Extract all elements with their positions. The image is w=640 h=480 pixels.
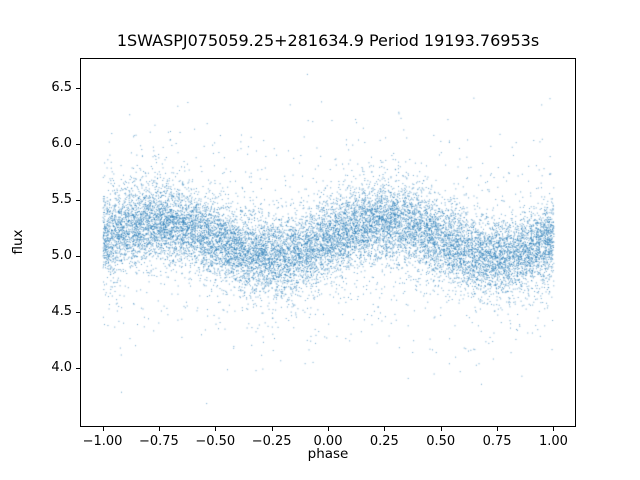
x-tick-label: 0.75 — [482, 434, 512, 449]
scatter-points-canvas — [80, 58, 576, 427]
x-tick-mark — [215, 427, 217, 431]
y-tick-mark — [76, 200, 80, 201]
x-tick-label: 0.00 — [313, 434, 343, 449]
x-tick-mark — [271, 427, 273, 431]
x-tick-label: 0.50 — [426, 434, 456, 449]
x-tick-mark — [158, 427, 160, 431]
x-tick-mark — [440, 427, 442, 431]
x-tick-mark — [328, 427, 329, 431]
x-tick-label: 1.00 — [538, 434, 568, 449]
x-tick-label: −0.50 — [195, 434, 236, 449]
x-tick-label: 0.25 — [369, 434, 399, 449]
y-tick-label: 6.5 — [51, 80, 72, 96]
x-tick-mark — [553, 427, 555, 431]
x-tick-label: −0.25 — [251, 434, 292, 449]
y-tick-mark — [76, 311, 80, 313]
y-tick-mark — [76, 255, 80, 257]
y-tick-mark — [76, 367, 80, 369]
x-tick-mark — [102, 427, 104, 431]
y-tick-label: 4.5 — [51, 303, 72, 319]
x-tick-label: −1.00 — [82, 434, 123, 449]
y-tick-label: 6.0 — [51, 136, 72, 152]
x-tick-mark — [497, 427, 499, 431]
x-tick-label: −0.75 — [138, 434, 179, 449]
y-tick-label: 5.5 — [51, 192, 72, 207]
y-tick-label: 5.0 — [51, 247, 72, 263]
x-axis-label: phase — [307, 446, 349, 462]
y-tick-mark — [76, 88, 80, 90]
y-tick-mark — [76, 144, 80, 146]
y-tick-label: 4.0 — [51, 359, 72, 375]
x-tick-mark — [384, 427, 386, 431]
chart-title: 1SWASPJ075059.25+281634.9 Period 19193.7… — [116, 31, 540, 50]
y-axis-label: flux — [10, 229, 26, 255]
